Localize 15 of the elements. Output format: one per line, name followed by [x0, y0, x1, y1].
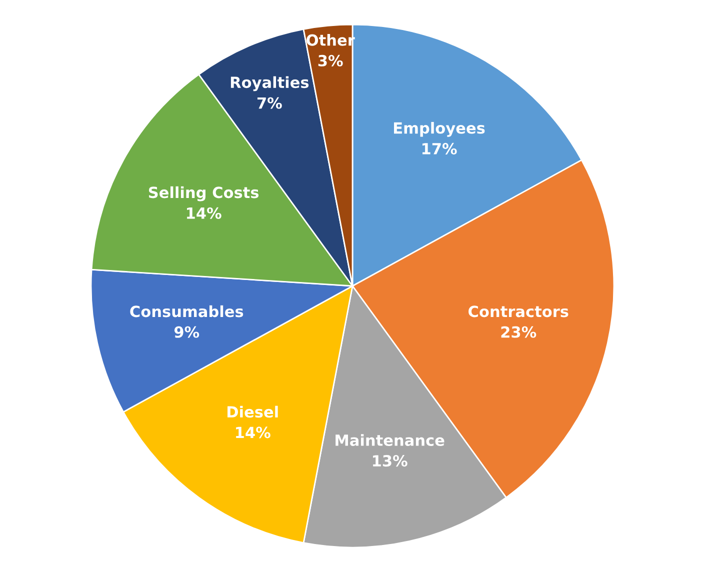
data-label: 23% — [501, 326, 536, 338]
slice-label: Consumables — [130, 305, 244, 318]
data-label: 17% — [422, 142, 457, 154]
data-label: 3% — [318, 54, 343, 66]
data-label: 13% — [373, 455, 408, 467]
data-label: 14% — [186, 207, 222, 219]
slice-label: Diesel — [228, 406, 278, 418]
slice-label: Contractors — [468, 306, 568, 318]
slice-label: Royalties — [230, 76, 309, 92]
data-label: 14% — [236, 426, 270, 438]
data-label: 7% — [257, 97, 282, 109]
slice-label: Selling Costs — [148, 186, 259, 202]
slice-label: Maintenance — [336, 434, 444, 446]
data-label: 9% — [174, 326, 200, 338]
slice-label: Employees — [394, 122, 485, 137]
